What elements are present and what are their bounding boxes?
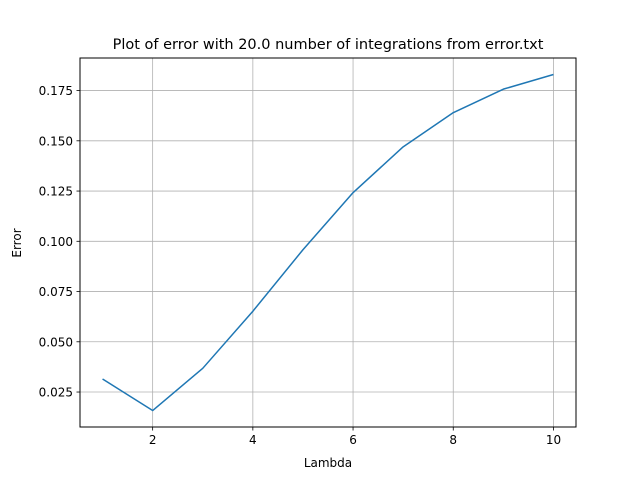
x-tick-label: 4	[249, 433, 257, 447]
x-tick-label: 10	[546, 433, 561, 447]
y-tick-label: 0.025	[39, 386, 73, 400]
y-tick-label: 0.150	[39, 134, 73, 148]
series-layer	[102, 73, 554, 412]
x-tick-label: 2	[149, 433, 157, 447]
y-tick-label: 0.175	[39, 84, 73, 98]
x-tick-label: 8	[449, 433, 457, 447]
x-axis-label: Lambda	[304, 456, 352, 470]
error-series-line	[102, 73, 554, 412]
y-tick-label: 0.075	[39, 285, 73, 299]
x-axis: 2 4 6 8 10	[149, 427, 561, 447]
y-axis: 0.025 0.050 0.075 0.100 0.125 0.150 0.175	[39, 84, 80, 400]
y-tick-label: 0.050	[39, 335, 73, 349]
x-tick-label: 6	[349, 433, 357, 447]
chart-title: Plot of error with 20.0 number of integr…	[113, 37, 544, 53]
y-axis-label: Error	[10, 228, 24, 257]
plot-frame	[79, 57, 577, 428]
y-tick-label: 0.125	[39, 185, 73, 199]
grid	[80, 58, 576, 427]
y-tick-label: 0.100	[39, 235, 73, 249]
